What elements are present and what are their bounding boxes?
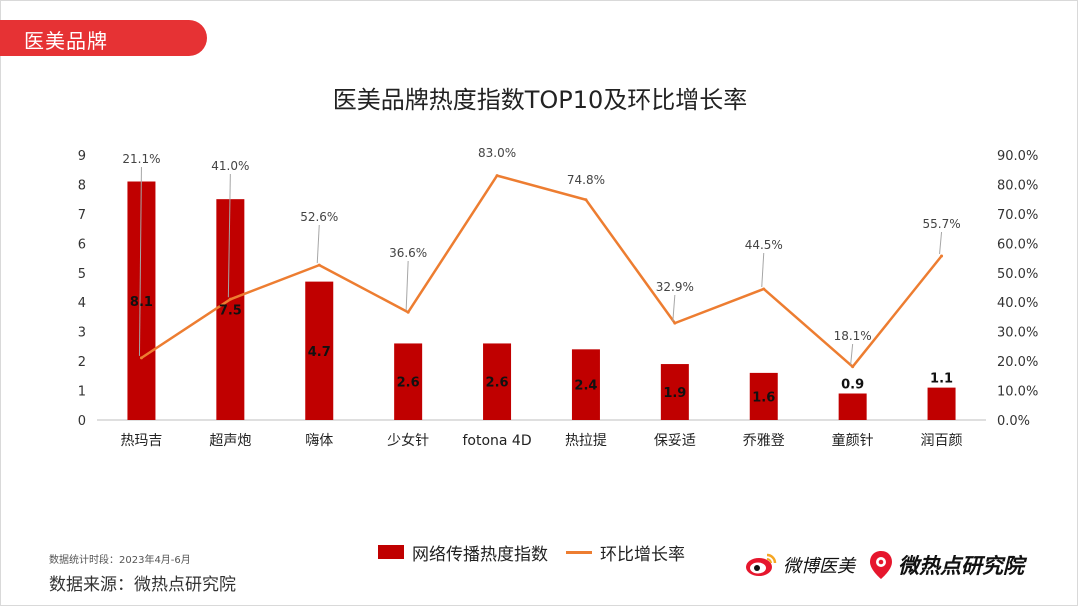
y-right-tick-label: 90.0% xyxy=(997,149,1038,164)
growth-point xyxy=(940,254,944,258)
legend-line-label: 环比增长率 xyxy=(600,544,685,565)
y-left-tick-label: 4 xyxy=(78,296,86,311)
bar-data-label: 7.5 xyxy=(219,304,242,319)
bar-data-label: 1.6 xyxy=(752,390,775,405)
y-left-tick-label: 8 xyxy=(78,178,86,193)
bar-data-label: 1.1 xyxy=(930,372,953,387)
chart-title: 医美品牌热度指数TOP10及环比增长率 xyxy=(332,86,748,114)
legend-item-line: 环比增长率 xyxy=(566,540,685,565)
growth-point xyxy=(317,263,321,267)
y-right-tick-label: 50.0% xyxy=(997,267,1038,282)
x-category-label: 热玛吉 xyxy=(120,433,162,449)
legend-item-bar: 网络传播热度指数 xyxy=(378,540,548,565)
legend-bar-swatch xyxy=(378,545,404,559)
bar-data-label: 1.9 xyxy=(663,386,686,401)
y-left-tick-label: 3 xyxy=(78,326,86,341)
map-pin-icon xyxy=(870,551,892,579)
y-right-tick-label: 30.0% xyxy=(997,326,1038,341)
line-label-leader xyxy=(939,231,943,255)
weibo-medical-logo: 微博医美 xyxy=(745,552,855,578)
bar-data-label: 2.6 xyxy=(397,376,420,391)
x-category-label: 超声炮 xyxy=(209,433,251,449)
bar xyxy=(305,281,334,420)
bar-data-label: 0.9 xyxy=(841,378,864,393)
growth-line xyxy=(140,174,943,368)
x-category-label: 童颜针 xyxy=(832,432,874,449)
line-label-leader xyxy=(850,343,854,365)
y-left-tick-label: 6 xyxy=(78,237,86,252)
legend-bar-label: 网络传播热度指数 xyxy=(412,544,548,565)
line-label-leader xyxy=(316,224,320,264)
bar xyxy=(927,387,956,420)
line-data-label: 44.5% xyxy=(745,238,783,252)
growth-point xyxy=(406,310,410,314)
growth-point xyxy=(762,287,766,291)
line-data-label: 21.1% xyxy=(122,152,160,166)
growth-point xyxy=(673,321,677,325)
y-left-tick-label: 9 xyxy=(78,149,86,164)
data-period: 数据统计时段：2023年4月-6月 xyxy=(49,555,191,566)
line-label-leader xyxy=(761,252,765,288)
x-category-label: fotona 4D xyxy=(462,433,531,449)
bar xyxy=(394,343,423,420)
growth-point xyxy=(139,356,143,360)
x-category-label: 润百颜 xyxy=(921,433,963,449)
bar xyxy=(660,364,689,420)
y-left-tick-label: 7 xyxy=(78,208,86,223)
line-data-label: 52.6% xyxy=(300,210,338,224)
x-category-label: 热拉提 xyxy=(565,433,607,449)
line-data-label: 74.8% xyxy=(567,173,605,187)
section-tab: 医美品牌 xyxy=(0,20,207,56)
line-data-label: 32.9% xyxy=(656,280,694,294)
x-category-label: 嗨体 xyxy=(305,433,333,449)
bar xyxy=(127,181,156,420)
growth-point xyxy=(851,365,855,369)
y-left-tick-label: 5 xyxy=(78,267,86,282)
line-data-label: 55.7% xyxy=(922,217,960,231)
legend-line-swatch xyxy=(566,550,592,554)
x-category-label: 保妥适 xyxy=(654,433,696,449)
growth-point xyxy=(228,297,232,301)
x-category-label: 少女针 xyxy=(387,432,429,449)
y-right-tick-label: 20.0% xyxy=(997,355,1038,370)
bar xyxy=(483,343,512,420)
line-label-leader xyxy=(138,166,142,356)
y-right-tick-label: 70.0% xyxy=(997,208,1038,223)
y-left-tick-label: 1 xyxy=(78,385,86,400)
line-data-label: 18.1% xyxy=(834,329,872,343)
line-label-leader xyxy=(405,260,409,311)
bar xyxy=(749,372,778,420)
bar xyxy=(571,349,600,420)
x-category-label: 乔雅登 xyxy=(743,433,785,449)
growth-point xyxy=(584,198,588,202)
line-data-label: 83.0% xyxy=(478,146,516,160)
y-right-tick-label: 0.0% xyxy=(997,414,1030,429)
chart-legend: 网络传播热度指数 环比增长率 xyxy=(378,540,703,565)
weibo-eye-icon xyxy=(746,553,777,576)
y-right-tick-label: 10.0% xyxy=(997,385,1038,400)
y-left-tick-label: 0 xyxy=(78,414,86,429)
bar-data-label: 2.4 xyxy=(574,379,597,394)
line-label-leader xyxy=(672,294,676,322)
data-source: 数据来源：微热点研究院 xyxy=(49,575,236,595)
section-tab-label: 医美品牌 xyxy=(24,29,108,53)
bar-data-label: 8.1 xyxy=(130,295,153,310)
y-left-tick-label: 2 xyxy=(78,355,86,370)
bar-data-label: 2.6 xyxy=(486,376,509,391)
bar xyxy=(838,393,867,420)
y-right-tick-label: 80.0% xyxy=(997,178,1038,193)
line-data-label: 41.0% xyxy=(211,159,249,173)
wrd-institute-logo: 微热点研究院 xyxy=(868,550,1024,580)
bar xyxy=(216,199,245,420)
y-right-tick-label: 40.0% xyxy=(997,296,1038,311)
wrd-institute-logo-text: 微热点研究院 xyxy=(898,554,1024,578)
line-data-label: 36.6% xyxy=(389,246,427,260)
y-right-tick-label: 60.0% xyxy=(997,237,1038,252)
weibo-medical-logo-text: 微博医美 xyxy=(783,556,855,577)
line-label-leader xyxy=(227,173,231,298)
growth-point xyxy=(495,174,499,178)
bar-data-label: 4.7 xyxy=(308,345,331,360)
